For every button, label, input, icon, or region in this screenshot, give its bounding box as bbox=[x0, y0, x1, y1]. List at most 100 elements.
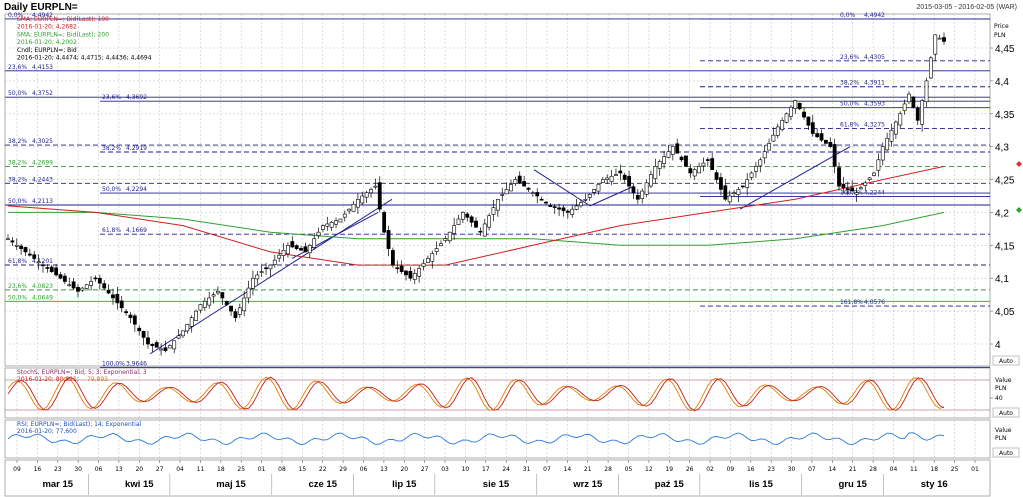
x-tick-label: 20 bbox=[135, 466, 143, 473]
candle-body bbox=[460, 212, 465, 220]
candle-body bbox=[561, 207, 566, 212]
candle-body bbox=[692, 169, 697, 177]
x-tick-label: 28 bbox=[869, 466, 877, 473]
fib-value-label: 4,3911 bbox=[864, 80, 885, 87]
candle-body bbox=[194, 310, 198, 321]
candle-body bbox=[395, 267, 400, 270]
candle-body bbox=[649, 174, 653, 187]
fib-value-label: 4,3275 bbox=[864, 122, 885, 129]
trend-line bbox=[589, 185, 635, 207]
x-tick-label: 13 bbox=[380, 466, 388, 473]
candle-body bbox=[27, 253, 32, 256]
fib-percent-label: 23,6% bbox=[8, 64, 27, 71]
candle-body bbox=[885, 138, 890, 151]
candle-body bbox=[789, 106, 793, 117]
candle-body bbox=[41, 264, 45, 267]
x-tick-label: 30 bbox=[788, 466, 796, 473]
candle-body bbox=[937, 37, 942, 40]
candle-body bbox=[23, 247, 28, 253]
candle-body bbox=[609, 175, 614, 183]
candle-body bbox=[614, 174, 618, 176]
fib-value-label: 4,2113 bbox=[32, 198, 53, 205]
candle-body bbox=[97, 277, 102, 284]
x-tick-label: 11 bbox=[910, 466, 918, 473]
chart-title: Daily EURPLN= bbox=[4, 2, 78, 13]
fib-value-label: 4,3025 bbox=[32, 138, 53, 145]
candle-body bbox=[312, 238, 317, 248]
candle-body bbox=[181, 330, 185, 337]
candle-body bbox=[640, 190, 645, 199]
candle-body bbox=[286, 245, 290, 255]
month-label: sie 15 bbox=[483, 479, 510, 490]
fib-percent-label: 38,2% bbox=[8, 176, 27, 183]
candle-body bbox=[408, 270, 413, 279]
fib-percent-label: 23,6% bbox=[102, 94, 121, 101]
x-tick-label: 04 bbox=[176, 466, 184, 473]
main-panel-frame bbox=[4, 13, 991, 367]
candle-body bbox=[732, 192, 736, 195]
legend-entry: SMA; EURPLN=; Bid(Last); 100 bbox=[17, 16, 109, 23]
candle-body bbox=[631, 186, 636, 194]
candle-body bbox=[924, 80, 929, 103]
candle-body bbox=[338, 218, 343, 223]
candle-body bbox=[111, 294, 115, 299]
x-tick-label: 16 bbox=[34, 466, 42, 473]
candle-body bbox=[893, 121, 898, 135]
stoch-legend-title: StochS; EURPLN=; Bid; 5; 3; Exponential;… bbox=[17, 369, 147, 376]
candle-body bbox=[474, 220, 478, 228]
candle-body bbox=[824, 139, 828, 144]
fib-value-label: 4,1669 bbox=[126, 227, 147, 234]
x-tick-label: 09 bbox=[13, 466, 21, 473]
x-tick-label: 25 bbox=[951, 466, 959, 473]
candle-body bbox=[150, 343, 155, 346]
candle-body bbox=[321, 225, 325, 230]
x-tick-label: 19 bbox=[665, 466, 673, 473]
candle-body bbox=[762, 151, 767, 159]
fib-percent-label: 38,2% bbox=[8, 159, 27, 166]
candle-body bbox=[259, 271, 264, 273]
fib-value-label: 4,4153 bbox=[32, 64, 53, 71]
price-tick-label: 4 bbox=[995, 340, 1001, 351]
candle-body bbox=[509, 184, 513, 192]
candle-body bbox=[469, 216, 474, 223]
candle-body bbox=[675, 143, 680, 154]
candle-body bbox=[137, 327, 142, 332]
candle-body bbox=[653, 166, 658, 179]
candle-body bbox=[119, 300, 124, 309]
candle-body bbox=[535, 192, 540, 197]
candle-body bbox=[128, 314, 133, 318]
price-tick-label: 4,15 bbox=[995, 241, 1015, 252]
candles bbox=[6, 32, 946, 356]
candle-body bbox=[605, 177, 610, 180]
candle-body bbox=[246, 287, 251, 299]
month-label: cze 15 bbox=[308, 479, 337, 490]
candle-body bbox=[854, 192, 859, 195]
stoch-k-line bbox=[7, 376, 945, 412]
stoch-d-line bbox=[7, 376, 945, 412]
x-tick-label: 02 bbox=[706, 466, 714, 473]
vertical-grid: 09 16 23 30 06 13 20 27 04 11 18 25 01 08 15 22 29 06 13 20… bbox=[13, 14, 979, 473]
month-label: wrz 15 bbox=[572, 479, 603, 490]
candle-body bbox=[264, 267, 268, 270]
candle-body bbox=[268, 264, 273, 270]
stoch-legend-value-d: 79,893 bbox=[87, 376, 108, 383]
x-tick-label: 05 bbox=[625, 466, 633, 473]
candle-body bbox=[705, 159, 710, 161]
candle-body bbox=[806, 116, 811, 126]
candle-body bbox=[237, 307, 242, 315]
candle-body bbox=[198, 304, 203, 311]
x-tick-label: 14 bbox=[828, 466, 836, 473]
x-tick-label: 06 bbox=[360, 466, 368, 473]
candle-body bbox=[421, 263, 426, 267]
fib-value-label: 4,4942 bbox=[32, 12, 53, 19]
candle-body bbox=[745, 179, 750, 188]
x-tick-label: 25 bbox=[237, 466, 245, 473]
candle-body bbox=[360, 195, 365, 204]
candle-body bbox=[390, 250, 395, 266]
fib-percent-label: 100,0% bbox=[102, 360, 125, 367]
candle-body bbox=[329, 222, 334, 228]
x-tick-label: 21 bbox=[849, 466, 857, 473]
candle-body bbox=[172, 340, 177, 350]
candle-body bbox=[482, 223, 487, 237]
